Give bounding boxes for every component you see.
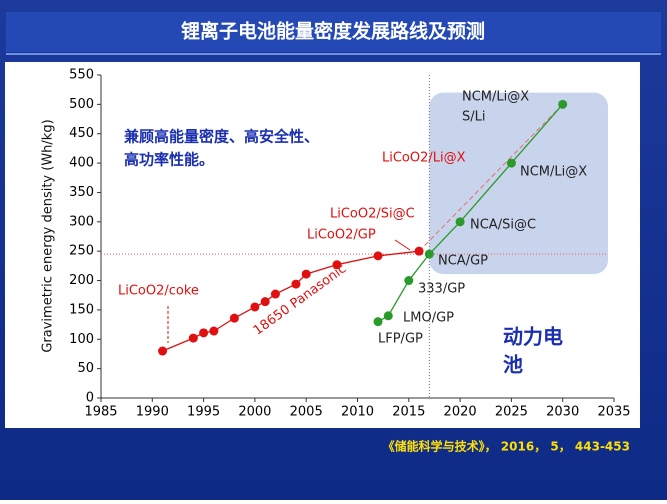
annotation: NCA/Si@C — [470, 218, 536, 233]
annotation: S/Li — [462, 110, 486, 125]
title-bar — [6, 12, 661, 52]
arrow — [394, 239, 411, 251]
data-point — [424, 249, 434, 259]
data-point — [404, 276, 414, 286]
x-tick-label: 2020 — [444, 405, 477, 420]
annotation: LiCoO2/GP — [307, 228, 376, 243]
annotation: 333/GP — [418, 282, 465, 297]
slide-title: 锂离子电池能量密度发展路线及预测 — [181, 20, 485, 43]
x-tick-label: 2005 — [290, 405, 323, 420]
y-tick-label: 250 — [69, 244, 94, 259]
data-point — [414, 246, 424, 256]
data-point — [301, 269, 311, 279]
data-point — [229, 313, 239, 323]
note: 高功率性能。 — [124, 151, 214, 169]
data-point — [373, 317, 383, 327]
y-tick-label: 150 — [69, 302, 94, 317]
x-tick-label: 1985 — [84, 405, 117, 420]
x-tick-label: 1990 — [136, 405, 169, 420]
data-point — [373, 251, 383, 261]
annotation: NCA/GP — [438, 254, 488, 269]
data-point — [188, 333, 198, 343]
annotation: NCM/Li@X — [462, 90, 529, 105]
x-tick-label: 1995 — [187, 405, 220, 420]
data-point — [158, 346, 168, 356]
data-point — [270, 289, 280, 299]
projection-line — [418, 104, 564, 252]
note: 兼顾高能量密度、高安全性、 — [124, 128, 319, 146]
y-tick-label: 0 — [86, 391, 94, 406]
annotation: LFP/GP — [378, 332, 423, 347]
data-point — [199, 328, 209, 338]
x-tick-label: 2000 — [238, 405, 271, 420]
y-tick-label: 550 — [69, 68, 94, 83]
data-point — [506, 158, 516, 168]
source: 《储能科学与技术》， 2016， 5， 443-453 — [383, 439, 630, 454]
y-tick-label: 400 — [69, 156, 94, 171]
region-label: 池 — [503, 353, 523, 377]
region-label: 动力电 — [503, 325, 563, 349]
y-tick-label: 450 — [69, 126, 94, 141]
y-tick-label: 50 — [77, 361, 94, 376]
y-axis-title: Gravimetric energy density (Wh/kg) — [41, 119, 56, 352]
annotation: LMO/GP — [403, 311, 454, 326]
annotation: LiCoO2/Li@X — [382, 151, 466, 166]
y-tick-label: 300 — [69, 214, 94, 229]
data-point — [332, 260, 342, 270]
x-tick-label: 2025 — [495, 405, 528, 420]
data-point — [383, 311, 393, 321]
x-tick-label: 2010 — [341, 405, 374, 420]
data-point — [250, 302, 260, 312]
annotation: LiCoO2/coke — [118, 284, 199, 299]
data-point — [455, 217, 465, 227]
projection-region — [429, 92, 608, 275]
data-point — [558, 99, 568, 109]
annotation: NCM/Li@X — [520, 165, 587, 180]
y-tick-label: 200 — [69, 273, 94, 288]
x-tick-label: 2035 — [597, 405, 630, 420]
y-tick-label: 350 — [69, 185, 94, 200]
y-tick-label: 100 — [69, 332, 94, 347]
data-point — [260, 297, 270, 307]
x-tick-label: 2015 — [392, 405, 425, 420]
x-tick-label: 2030 — [546, 405, 579, 420]
y-tick-label: 500 — [69, 97, 94, 112]
annotation: LiCoO2/Si@C — [330, 207, 415, 222]
data-point — [209, 326, 219, 336]
data-point — [291, 279, 301, 289]
